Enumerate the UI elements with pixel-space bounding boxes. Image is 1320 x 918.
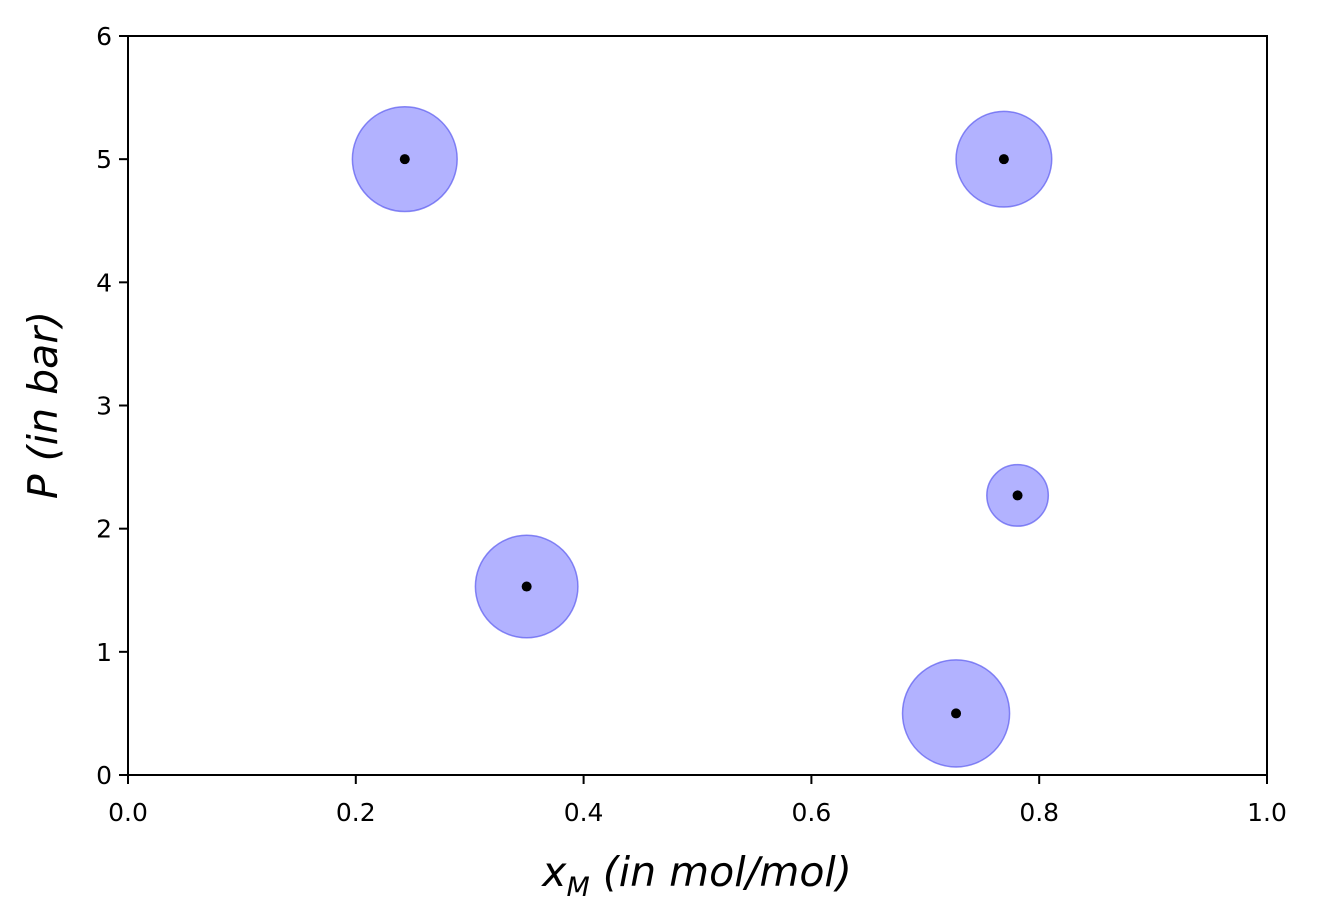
y-tick-label-3: 3 (96, 392, 112, 421)
data-point-3 (521, 581, 532, 592)
y-axis-label: P (in bar) (19, 311, 67, 499)
y-tick-label-5: 5 (96, 145, 112, 174)
y-tick-label-2: 2 (96, 515, 112, 544)
data-point-4 (951, 708, 962, 719)
y-tick-label-6: 6 (96, 22, 112, 51)
points-layer (399, 154, 1023, 719)
x-tick-label-2: 0.4 (564, 798, 604, 827)
y-tick-label-0: 0 (96, 761, 112, 790)
x-tick-label-3: 0.6 (792, 798, 832, 827)
x-axis-label: xM (in mol/mol) (540, 848, 852, 903)
bubbles-layer (351, 106, 1053, 768)
x-tick-label-5: 1.0 (1247, 798, 1287, 827)
x-tick-label-4: 0.8 (1019, 798, 1059, 827)
data-point-0 (399, 154, 410, 165)
data-point-1 (998, 154, 1009, 165)
plot-frame (127, 35, 1268, 776)
x-tick-label-1: 0.2 (336, 798, 376, 827)
x-axis-ticks: 0.0 0.2 0.4 0.6 0.8 1.0 (108, 775, 1287, 827)
y-tick-label-1: 1 (96, 638, 112, 667)
y-axis-ticks: 0 1 2 3 4 5 6 (96, 22, 128, 790)
y-tick-label-4: 4 (96, 268, 112, 297)
data-point-2 (1012, 490, 1023, 501)
x-tick-label-0: 0.0 (108, 798, 148, 827)
